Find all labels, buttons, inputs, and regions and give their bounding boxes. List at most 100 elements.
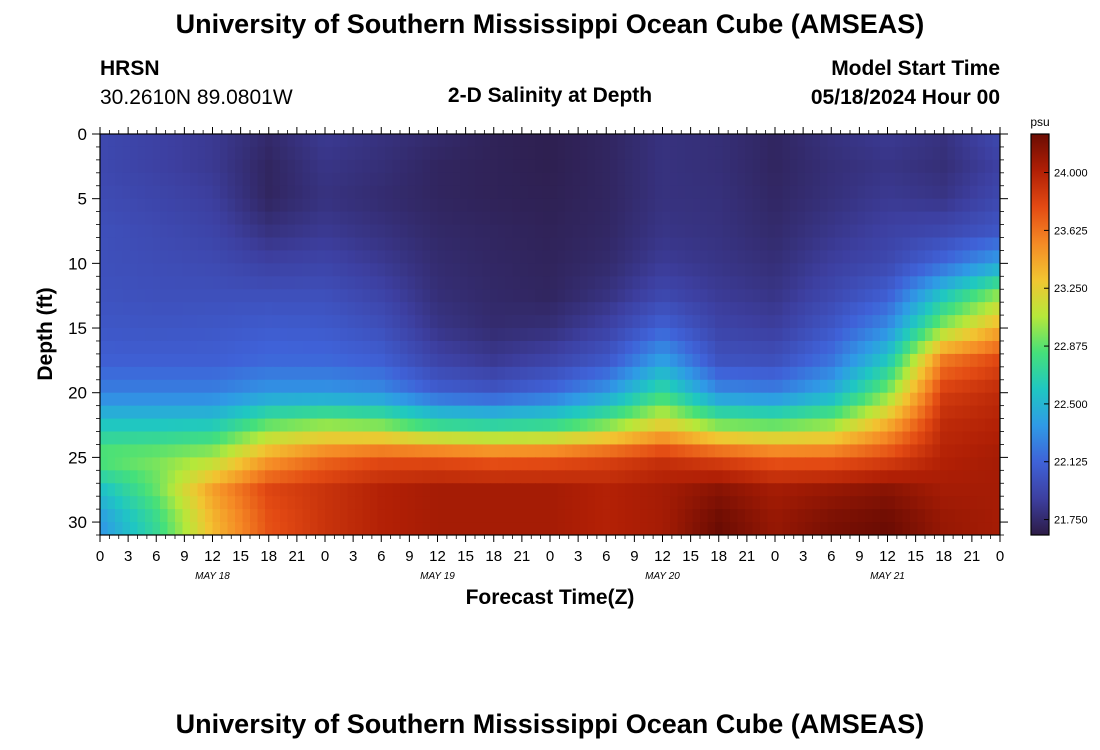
- heatmap-cell: [760, 353, 769, 368]
- heatmap-cell: [130, 496, 139, 510]
- heatmap-cell: [775, 418, 784, 433]
- heatmap-cell: [865, 146, 874, 161]
- heatmap-cell: [745, 172, 754, 187]
- heatmap-cell: [235, 276, 244, 290]
- heatmap-cell: [797, 522, 806, 535]
- heatmap-cell: [992, 509, 1000, 523]
- heatmap-cell: [790, 522, 799, 535]
- heatmap-cell: [865, 457, 874, 471]
- heatmap-cell: [902, 224, 911, 239]
- heatmap-cell: [790, 366, 799, 381]
- heatmap-cell: [542, 172, 551, 187]
- heatmap-cell: [482, 444, 491, 458]
- heatmap-cell: [970, 509, 979, 523]
- heatmap-cell: [745, 185, 754, 200]
- heatmap-cell: [797, 302, 806, 316]
- heatmap-cell: [880, 522, 889, 535]
- heatmap-cell: [355, 198, 364, 213]
- heatmap-cell: [152, 444, 161, 458]
- heatmap-cell: [542, 340, 551, 355]
- heatmap-cell: [542, 198, 551, 213]
- heatmap-cell: [617, 289, 626, 303]
- heatmap-cell: [865, 159, 874, 174]
- heatmap-cell: [707, 224, 716, 239]
- heatmap-cell: [812, 457, 821, 471]
- heatmap-cell: [962, 444, 971, 458]
- heatmap-cell: [557, 353, 566, 368]
- heatmap-cell: [767, 444, 776, 458]
- x-tick-label: 18: [710, 548, 727, 565]
- heatmap-cell: [272, 405, 281, 420]
- heatmap-cell: [722, 134, 731, 148]
- heatmap-cell: [805, 366, 814, 381]
- heatmap-cell: [175, 328, 184, 342]
- heatmap-cell: [272, 340, 281, 355]
- heatmap-cell: [355, 185, 364, 200]
- heatmap-cell: [662, 134, 671, 148]
- heatmap-cell: [520, 263, 529, 277]
- heatmap-cell: [122, 418, 131, 433]
- heatmap-cell: [370, 418, 379, 433]
- heatmap-cell: [835, 159, 844, 174]
- heatmap-cell: [122, 405, 131, 420]
- heatmap-cell: [550, 496, 559, 510]
- heatmap-cell: [227, 353, 236, 368]
- page-title: University of Southern Mississippi Ocean…: [175, 9, 925, 39]
- heatmap-cell: [422, 276, 431, 290]
- heatmap-cell: [805, 159, 814, 174]
- heatmap-cell: [962, 392, 971, 407]
- heatmap-cell: [595, 418, 604, 433]
- heatmap-cell: [850, 328, 859, 342]
- heatmap-cell: [745, 340, 754, 355]
- heatmap-cell: [760, 405, 769, 420]
- heatmap-cell: [880, 431, 889, 446]
- heatmap-cell: [182, 457, 191, 471]
- heatmap-cell: [287, 276, 296, 290]
- heatmap-cell: [407, 159, 416, 174]
- heatmap-cell: [310, 289, 319, 303]
- heatmap-cell: [505, 185, 514, 200]
- heatmap-cell: [782, 509, 791, 523]
- heatmap-cell: [782, 276, 791, 290]
- heatmap-cell: [947, 522, 956, 535]
- heatmap-cell: [587, 289, 596, 303]
- heatmap-cell: [227, 159, 236, 174]
- heatmap-cell: [175, 315, 184, 329]
- heatmap-cell: [992, 496, 1000, 510]
- heatmap-cell: [887, 198, 896, 213]
- heatmap-cell: [227, 276, 236, 290]
- heatmap-cell: [467, 392, 476, 407]
- heatmap-cell: [760, 431, 769, 446]
- heatmap-cell: [842, 522, 851, 535]
- heatmap-cell: [662, 457, 671, 471]
- heatmap-cell: [572, 237, 581, 252]
- heatmap-cell: [182, 263, 191, 277]
- heatmap-cell: [250, 431, 259, 446]
- heatmap-cell: [175, 159, 184, 174]
- heatmap-cell: [152, 509, 161, 523]
- heatmap-cell: [692, 483, 701, 497]
- heatmap-cell: [550, 353, 559, 368]
- heatmap-cell: [730, 250, 739, 264]
- heatmap-cell: [557, 522, 566, 535]
- heatmap-cell: [677, 134, 686, 148]
- heatmap-cell: [377, 379, 386, 394]
- heatmap-cell: [820, 483, 829, 497]
- heatmap-cell: [182, 405, 191, 420]
- heatmap-cell: [782, 185, 791, 200]
- heatmap-cell: [407, 509, 416, 523]
- heatmap-cell: [632, 172, 641, 187]
- heatmap-cell: [932, 496, 941, 510]
- heatmap-cell: [655, 134, 664, 148]
- heatmap-cell: [760, 392, 769, 407]
- heatmap-cell: [302, 134, 311, 148]
- heatmap-cell: [902, 146, 911, 161]
- heatmap-cell: [280, 379, 289, 394]
- heatmap-cell: [160, 315, 169, 329]
- heatmap-cell: [955, 366, 964, 381]
- heatmap-cell: [130, 172, 139, 187]
- heatmap-cell: [317, 250, 326, 264]
- heatmap-cell: [812, 444, 821, 458]
- heatmap-cell: [265, 392, 274, 407]
- heatmap-cell: [565, 276, 574, 290]
